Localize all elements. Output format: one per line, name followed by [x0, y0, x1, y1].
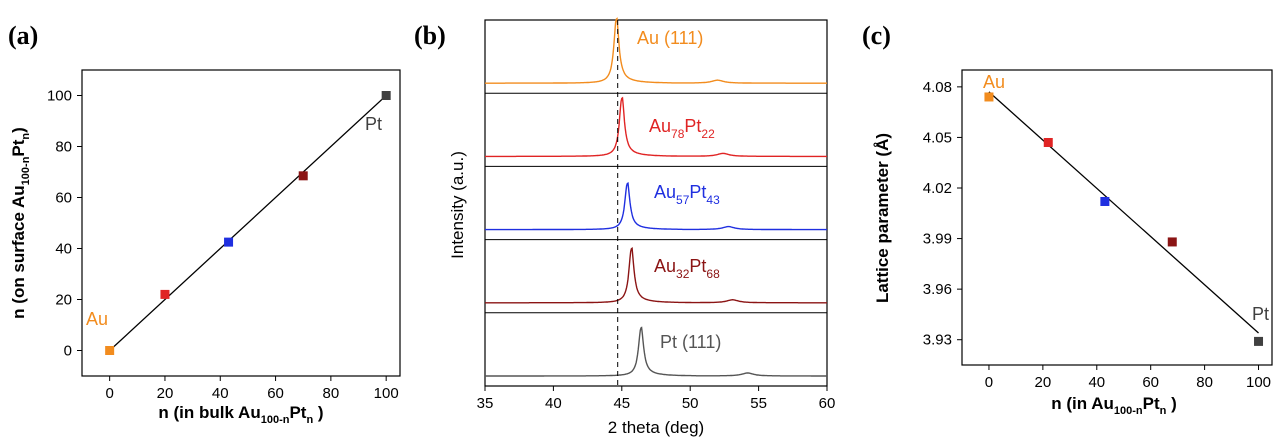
panel-dividers-b — [485, 92, 827, 314]
trace-b — [485, 17, 827, 84]
x-tick-label-a: 40 — [212, 385, 229, 402]
data-point-a — [298, 171, 308, 181]
trace-b — [485, 96, 827, 158]
data-point-a — [160, 289, 170, 299]
annotation-au-a: Au — [86, 309, 108, 329]
plot-frame-a — [81, 69, 401, 377]
series-label-au-111: Au (111) — [637, 28, 703, 48]
y-tick-label-a: 0 — [64, 343, 72, 360]
panel-b: (b) 35 40 45 50 55 60 2 theta (deg) Intensity… — [414, 17, 836, 437]
fit-line-c — [988, 91, 1259, 334]
x-axis-label-a: n (in bulk Au100-nPtn ) — [158, 403, 323, 426]
traces-b — [485, 17, 827, 377]
x-tick-label-c: 40 — [1088, 374, 1105, 391]
data-point-c — [1254, 336, 1264, 346]
x-tick-label-b: 35 — [477, 395, 494, 412]
y-tick-label-a: 80 — [55, 139, 72, 156]
x-tick-label-c: 60 — [1142, 374, 1159, 391]
data-marks-a — [105, 91, 391, 355]
data-point-a — [224, 237, 234, 247]
annotation-au-c: Au — [983, 72, 1005, 92]
x-tick-label-a: 0 — [105, 385, 113, 402]
x-tick-label-a: 60 — [267, 385, 284, 402]
y-tick-label-a: 60 — [55, 190, 72, 207]
y-tick-label-a: 100 — [47, 88, 72, 105]
x-tick-label-c: 20 — [1035, 374, 1052, 391]
data-point-a — [105, 346, 115, 355]
x-tick-label-a: 80 — [323, 385, 340, 402]
y-axis-label-c: Lattice parameter (Å) — [873, 133, 892, 303]
trace-b — [485, 182, 827, 231]
x-axis-label-c: n (in Au100-nPtn ) — [1051, 394, 1177, 417]
data-point-c — [984, 92, 994, 102]
x-tick-label-c: 80 — [1196, 374, 1213, 391]
x-ticks-a: 0 20 40 60 80 100 — [105, 376, 399, 402]
panel-label-c: (c) — [862, 21, 891, 50]
x-tick-label-b: 50 — [682, 395, 699, 412]
data-marks-c — [984, 91, 1264, 346]
trace-b — [485, 326, 827, 377]
x-ticks-b: 35 40 45 50 55 60 — [477, 386, 836, 412]
trace-b — [485, 247, 827, 304]
y-axis-label-a: n (on surface Au100-nPtn) — [9, 127, 32, 319]
y-tick-label-a: 20 — [55, 292, 72, 309]
y-tick-label-c: 4.08 — [923, 79, 952, 96]
data-point-c — [1100, 196, 1110, 206]
x-tick-label-b: 55 — [750, 395, 767, 412]
panel-c: (c) 0 20 40 60 80 100 3.93 3.96 3.99 4.02 4.05 4.0… — [862, 21, 1273, 417]
x-ticks-c: 0 20 40 60 80 100 — [985, 365, 1271, 391]
annotation-pt-c: Pt — [1252, 304, 1269, 324]
y-ticks-a: 0 20 40 60 80 100 — [47, 88, 82, 360]
panel-label-a: (a) — [8, 21, 38, 50]
series-label-pt-111: Pt (111) — [660, 332, 721, 352]
y-tick-label-c: 3.96 — [923, 281, 952, 298]
y-ticks-c: 3.93 3.96 3.99 4.02 4.05 4.08 — [923, 79, 962, 349]
x-tick-label-b: 45 — [613, 395, 630, 412]
fit-line-a — [109, 95, 387, 351]
data-point-c — [1043, 137, 1053, 147]
x-tick-label-a: 20 — [157, 385, 174, 402]
y-axis-label-b: Intensity (a.u.) — [448, 151, 467, 259]
plot-frame-b — [484, 19, 828, 387]
x-tick-label-c: 0 — [985, 374, 993, 391]
series-label-au32pt68: Au32Pt68 — [654, 256, 720, 281]
x-tick-label-b: 60 — [819, 395, 836, 412]
y-tick-label-c: 4.05 — [923, 129, 952, 146]
series-label-au78pt22: Au78Pt22 — [649, 116, 715, 141]
y-tick-label-a: 40 — [55, 241, 72, 258]
x-tick-label-b: 40 — [545, 395, 562, 412]
x-tick-label-a: 100 — [374, 385, 399, 402]
panel-label-b: (b) — [414, 21, 446, 50]
x-axis-label-b: 2 theta (deg) — [608, 418, 704, 437]
annotation-pt-a: Pt — [365, 114, 382, 134]
y-tick-label-c: 3.93 — [923, 332, 952, 349]
x-tick-label-c: 100 — [1246, 374, 1271, 391]
panel-a: (a) 0 20 40 60 80 100 0 20 40 60 80 100 n (in bulk… — [8, 21, 401, 426]
data-point-c — [1167, 237, 1177, 247]
y-tick-label-c: 4.02 — [923, 180, 952, 197]
plot-frame-c — [961, 69, 1273, 366]
data-point-a — [381, 91, 391, 100]
series-label-au57pt43: Au57Pt43 — [654, 182, 720, 207]
y-tick-label-c: 3.99 — [923, 231, 952, 248]
